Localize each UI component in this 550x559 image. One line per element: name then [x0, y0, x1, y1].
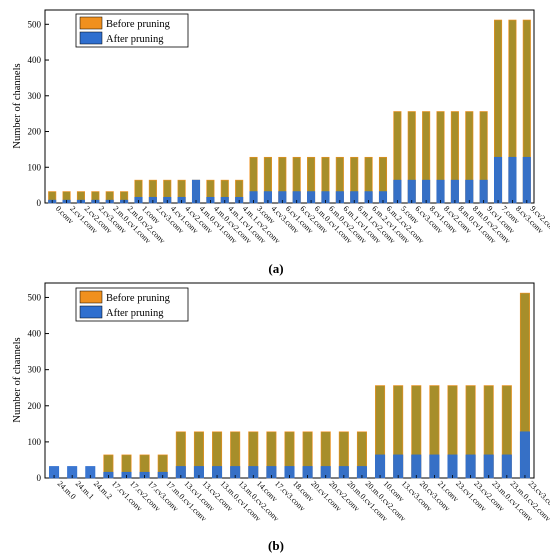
- x-tick-label: 24.m.2: [92, 479, 114, 501]
- legend-label-before: Before pruning: [106, 293, 171, 304]
- bar-after-pruning: [436, 179, 445, 204]
- legend-swatch-before: [79, 16, 103, 30]
- bar-after-pruning: [501, 454, 512, 479]
- y-tick-label: 200: [28, 127, 42, 137]
- bar-after-pruning: [407, 179, 416, 204]
- bar-after-pruning: [465, 179, 474, 204]
- y-tick-label: 500: [28, 292, 42, 302]
- legend-label-after: After pruning: [106, 34, 164, 45]
- plot-frame: [44, 9, 535, 204]
- x-tick-label: 24.m.1: [74, 479, 96, 501]
- legend: Before pruning After pruning: [75, 287, 189, 322]
- chart-panel-b: 0 100 200 300 400 500 Number of channels 24.m.0…: [12, 282, 550, 553]
- y-tick-label: 400: [28, 329, 42, 339]
- bar-after-pruning: [191, 179, 201, 204]
- y-tick-label: 0: [37, 473, 42, 483]
- y-tick-label: 100: [28, 437, 42, 447]
- y-tick-label: 400: [28, 55, 42, 65]
- x-tick-label: 24.m.0: [56, 479, 78, 501]
- bar-after-pruning: [519, 431, 530, 479]
- bar-after-pruning: [483, 454, 494, 479]
- y-tick-label: 500: [28, 19, 42, 29]
- y-tick-label: 100: [28, 162, 42, 172]
- y-tick-label: 200: [28, 401, 42, 411]
- legend-swatch-before: [79, 290, 103, 304]
- legend-swatch-after: [79, 305, 103, 319]
- bar-after-pruning: [393, 454, 404, 479]
- bar-after-pruning: [479, 179, 488, 204]
- bar-after-pruning: [465, 454, 476, 479]
- bar-after-pruning: [450, 179, 459, 204]
- bar-after-pruning: [422, 179, 431, 204]
- bar-after-pruning: [393, 179, 402, 204]
- bar-after-pruning: [447, 454, 458, 479]
- y-tick-label: 0: [37, 198, 42, 208]
- y-tick-label: 300: [28, 91, 42, 101]
- legend-label-after: After pruning: [106, 308, 164, 319]
- bar-after-pruning: [508, 156, 517, 204]
- bar-after-pruning: [494, 156, 503, 204]
- legend-label-before: Before pruning: [106, 19, 171, 30]
- bar-after-pruning: [429, 454, 440, 479]
- y-axis-label: Number of channels: [12, 337, 23, 422]
- panel-label: (a): [268, 261, 283, 276]
- y-tick-label: 300: [28, 365, 42, 375]
- panel-label: (b): [268, 538, 284, 553]
- legend: Before pruning After pruning: [75, 13, 189, 48]
- bar-after-pruning: [522, 156, 531, 204]
- bar-after-pruning: [411, 454, 422, 479]
- legend-swatch-after: [79, 31, 103, 45]
- y-axis-label: Number of channels: [12, 63, 23, 148]
- bar-after-pruning: [375, 454, 386, 479]
